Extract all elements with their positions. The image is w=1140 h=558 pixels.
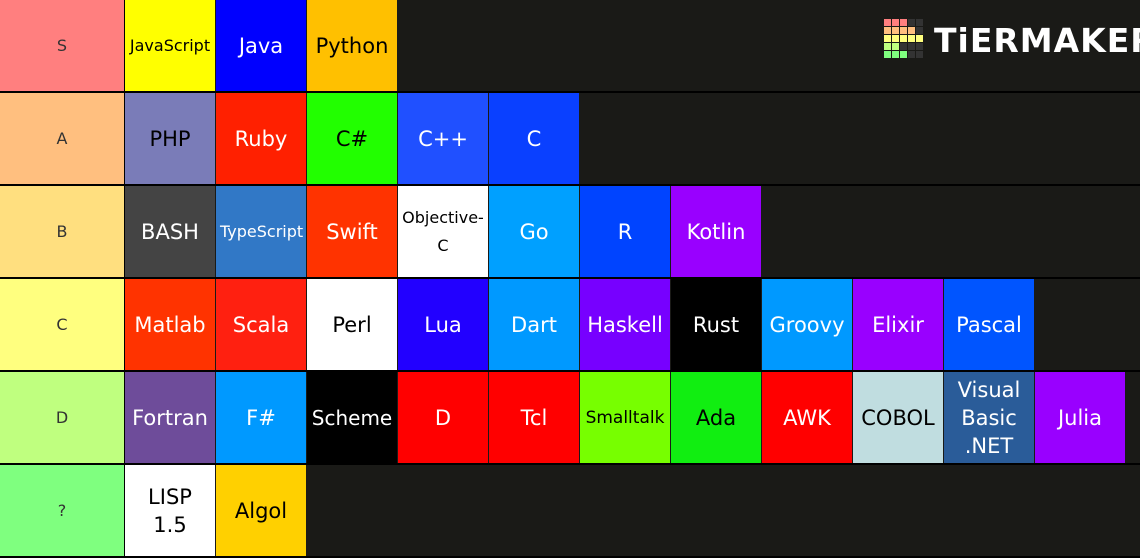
- tier-item[interactable]: Visual Basic .NET: [944, 372, 1034, 463]
- tier-row: B BASH TypeScript Swift Objective-C Go R Kotlin: [0, 186, 1140, 279]
- item-text: JavaScript: [129, 35, 211, 55]
- tier-label: S: [0, 0, 125, 91]
- item-text: Lua: [424, 312, 462, 337]
- tier-label: B: [0, 186, 125, 277]
- tier-item[interactable]: D: [398, 372, 488, 463]
- item-text: BASH: [141, 219, 199, 244]
- item-text: Rust: [692, 312, 740, 337]
- tier-row: D Fortran F# Scheme D Tcl Smalltalk Ada AWK COBOL…: [0, 372, 1140, 465]
- tier-item[interactable]: Python: [307, 0, 397, 91]
- tier-row: A PHP Ruby C# C++ C: [0, 93, 1140, 186]
- item-text: Swift: [326, 219, 378, 244]
- item-text: Ada: [695, 405, 737, 430]
- tier-item[interactable]: Pascal: [944, 279, 1034, 370]
- logo: TiERMAKER: [884, 19, 1140, 61]
- item-text: Tcl: [520, 405, 548, 430]
- tier-item[interactable]: Scala: [216, 279, 306, 370]
- item-text: Perl: [332, 312, 372, 337]
- tier-item[interactable]: Rust: [671, 279, 761, 370]
- tier-item[interactable]: C: [489, 93, 579, 184]
- tier-item[interactable]: COBOL: [853, 372, 943, 463]
- tier-item[interactable]: C++: [398, 93, 488, 184]
- tier-row: S JavaScript Java Python: [0, 0, 1140, 93]
- item-text: Julia: [1057, 405, 1103, 430]
- tier-item[interactable]: Ruby: [216, 93, 306, 184]
- tier-row: C Matlab Scala Perl Lua Dart Haskell Rust Groovy…: [0, 279, 1140, 372]
- tier-item[interactable]: Elixir: [853, 279, 943, 370]
- item-text: LISP 1.5: [148, 484, 192, 537]
- item-text: Pascal: [956, 312, 1022, 337]
- tier-item[interactable]: Kotlin: [671, 186, 761, 277]
- item-text: Groovy: [769, 312, 845, 337]
- tier-label: C: [0, 279, 125, 370]
- item-text: Visual Basic .NET: [957, 377, 1021, 458]
- tier-item[interactable]: JavaScript: [125, 0, 215, 91]
- tier-item[interactable]: Lua: [398, 279, 488, 370]
- logo-text: TiERMAKER: [934, 20, 1140, 60]
- tier-label: A: [0, 93, 125, 184]
- tier-item[interactable]: Scheme: [307, 372, 397, 463]
- item-text: Fortran: [132, 405, 208, 430]
- tier-item[interactable]: Ada: [671, 372, 761, 463]
- tier-item[interactable]: AWK: [762, 372, 852, 463]
- tier-item[interactable]: Algol: [216, 465, 306, 556]
- item-text: D: [434, 405, 452, 430]
- item-text: Ruby: [234, 126, 288, 151]
- item-text: Smalltalk: [585, 407, 665, 428]
- item-text: Go: [519, 219, 549, 244]
- tier-item[interactable]: F#: [216, 372, 306, 463]
- item-text: Algol: [234, 498, 288, 523]
- item-text: C#: [335, 126, 369, 151]
- item-text: Kotlin: [686, 219, 746, 244]
- item-text: Elixir: [872, 312, 924, 337]
- tier-item[interactable]: Julia: [1035, 372, 1125, 463]
- tier-item[interactable]: Tcl: [489, 372, 579, 463]
- tier-row: ? LISP 1.5 Algol: [0, 465, 1140, 558]
- tier-label: D: [0, 372, 125, 463]
- tier-item[interactable]: TypeScript: [216, 186, 306, 277]
- item-text: Matlab: [134, 312, 206, 337]
- tier-item[interactable]: PHP: [125, 93, 215, 184]
- tier-item[interactable]: Swift: [307, 186, 397, 277]
- item-text: AWK: [783, 405, 831, 430]
- item-text: PHP: [149, 126, 191, 151]
- item-text: F#: [246, 405, 276, 430]
- item-text: Java: [238, 33, 284, 58]
- item-text: TypeScript: [220, 221, 304, 241]
- tier-item[interactable]: LISP 1.5: [125, 465, 215, 556]
- tier-item[interactable]: Go: [489, 186, 579, 277]
- tier-item[interactable]: Fortran: [125, 372, 215, 463]
- item-text: Python: [315, 33, 389, 58]
- tier-item[interactable]: Matlab: [125, 279, 215, 370]
- logo-icon: [884, 19, 923, 58]
- item-text: C: [526, 126, 542, 151]
- tier-item[interactable]: Objective-C: [398, 186, 488, 277]
- tier-item[interactable]: BASH: [125, 186, 215, 277]
- tier-item[interactable]: Java: [216, 0, 306, 91]
- item-text: C++: [418, 126, 468, 151]
- item-text: Objective-C: [402, 207, 484, 255]
- item-text: R: [617, 219, 633, 244]
- tier-item[interactable]: R: [580, 186, 670, 277]
- item-text: Scheme: [311, 405, 393, 430]
- tier-item[interactable]: C#: [307, 93, 397, 184]
- tier-item[interactable]: Perl: [307, 279, 397, 370]
- item-text: Haskell: [587, 312, 663, 337]
- tier-item[interactable]: Dart: [489, 279, 579, 370]
- item-text: Scala: [232, 312, 290, 337]
- item-text: Dart: [511, 312, 557, 337]
- tier-label: ?: [0, 465, 125, 556]
- tier-item[interactable]: Groovy: [762, 279, 852, 370]
- tier-item[interactable]: Haskell: [580, 279, 670, 370]
- tier-item[interactable]: Smalltalk: [580, 372, 670, 463]
- item-text: COBOL: [861, 405, 935, 430]
